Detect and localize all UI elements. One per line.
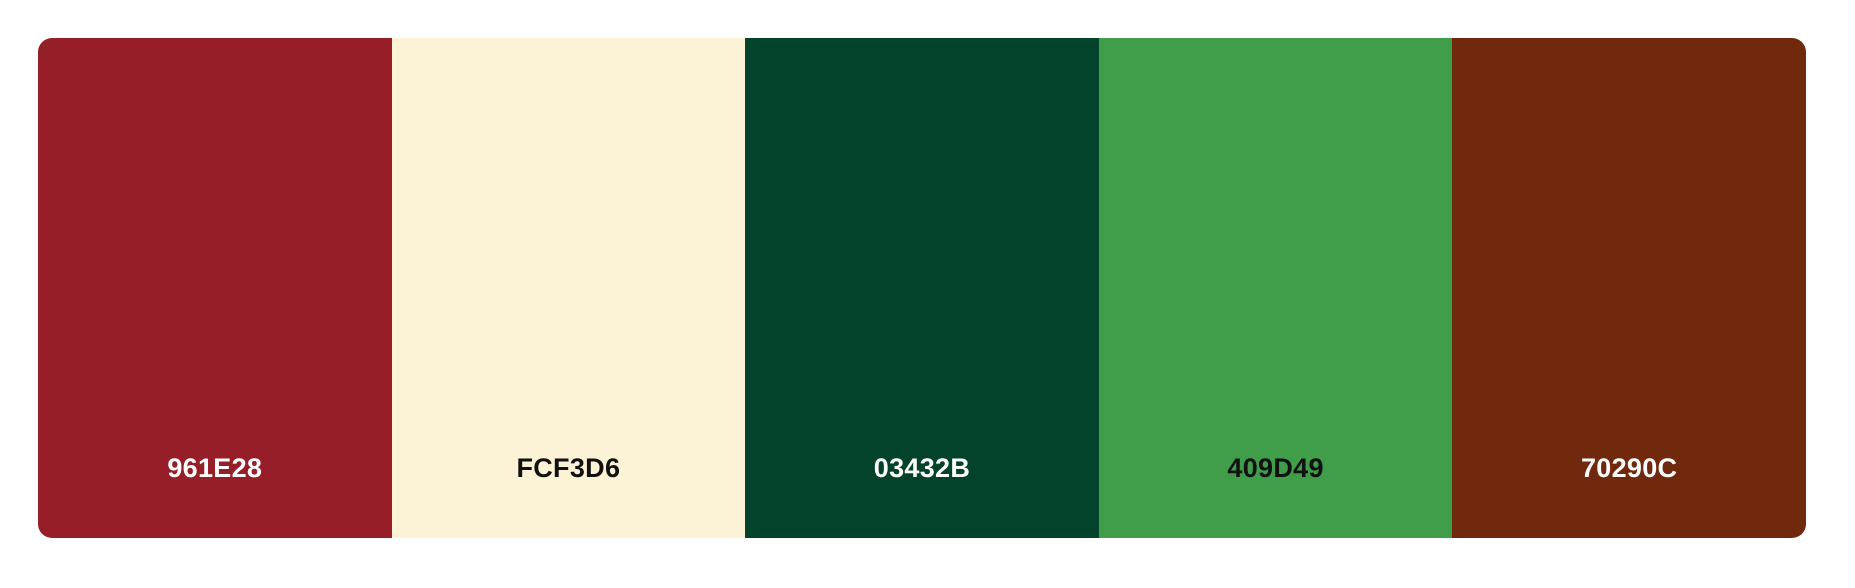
color-swatch-3[interactable]: 03432B (745, 38, 1099, 538)
swatch-hex-label: 961E28 (167, 453, 263, 483)
color-swatch-1[interactable]: 961E28 (38, 38, 392, 538)
color-swatch-2[interactable]: FCF3D6 (391, 38, 746, 538)
swatch-hex-label: 409D49 (1227, 453, 1324, 483)
color-palette: 961E28 FCF3D6 03432B 409D49 70290C (38, 38, 1806, 538)
swatch-hex-label: FCF3D6 (516, 453, 621, 483)
swatch-hex-label: 03432B (873, 453, 971, 483)
color-swatch-4[interactable]: 409D49 (1098, 38, 1453, 538)
swatch-hex-label: 70290C (1580, 453, 1678, 483)
color-swatch-5[interactable]: 70290C (1452, 38, 1806, 538)
